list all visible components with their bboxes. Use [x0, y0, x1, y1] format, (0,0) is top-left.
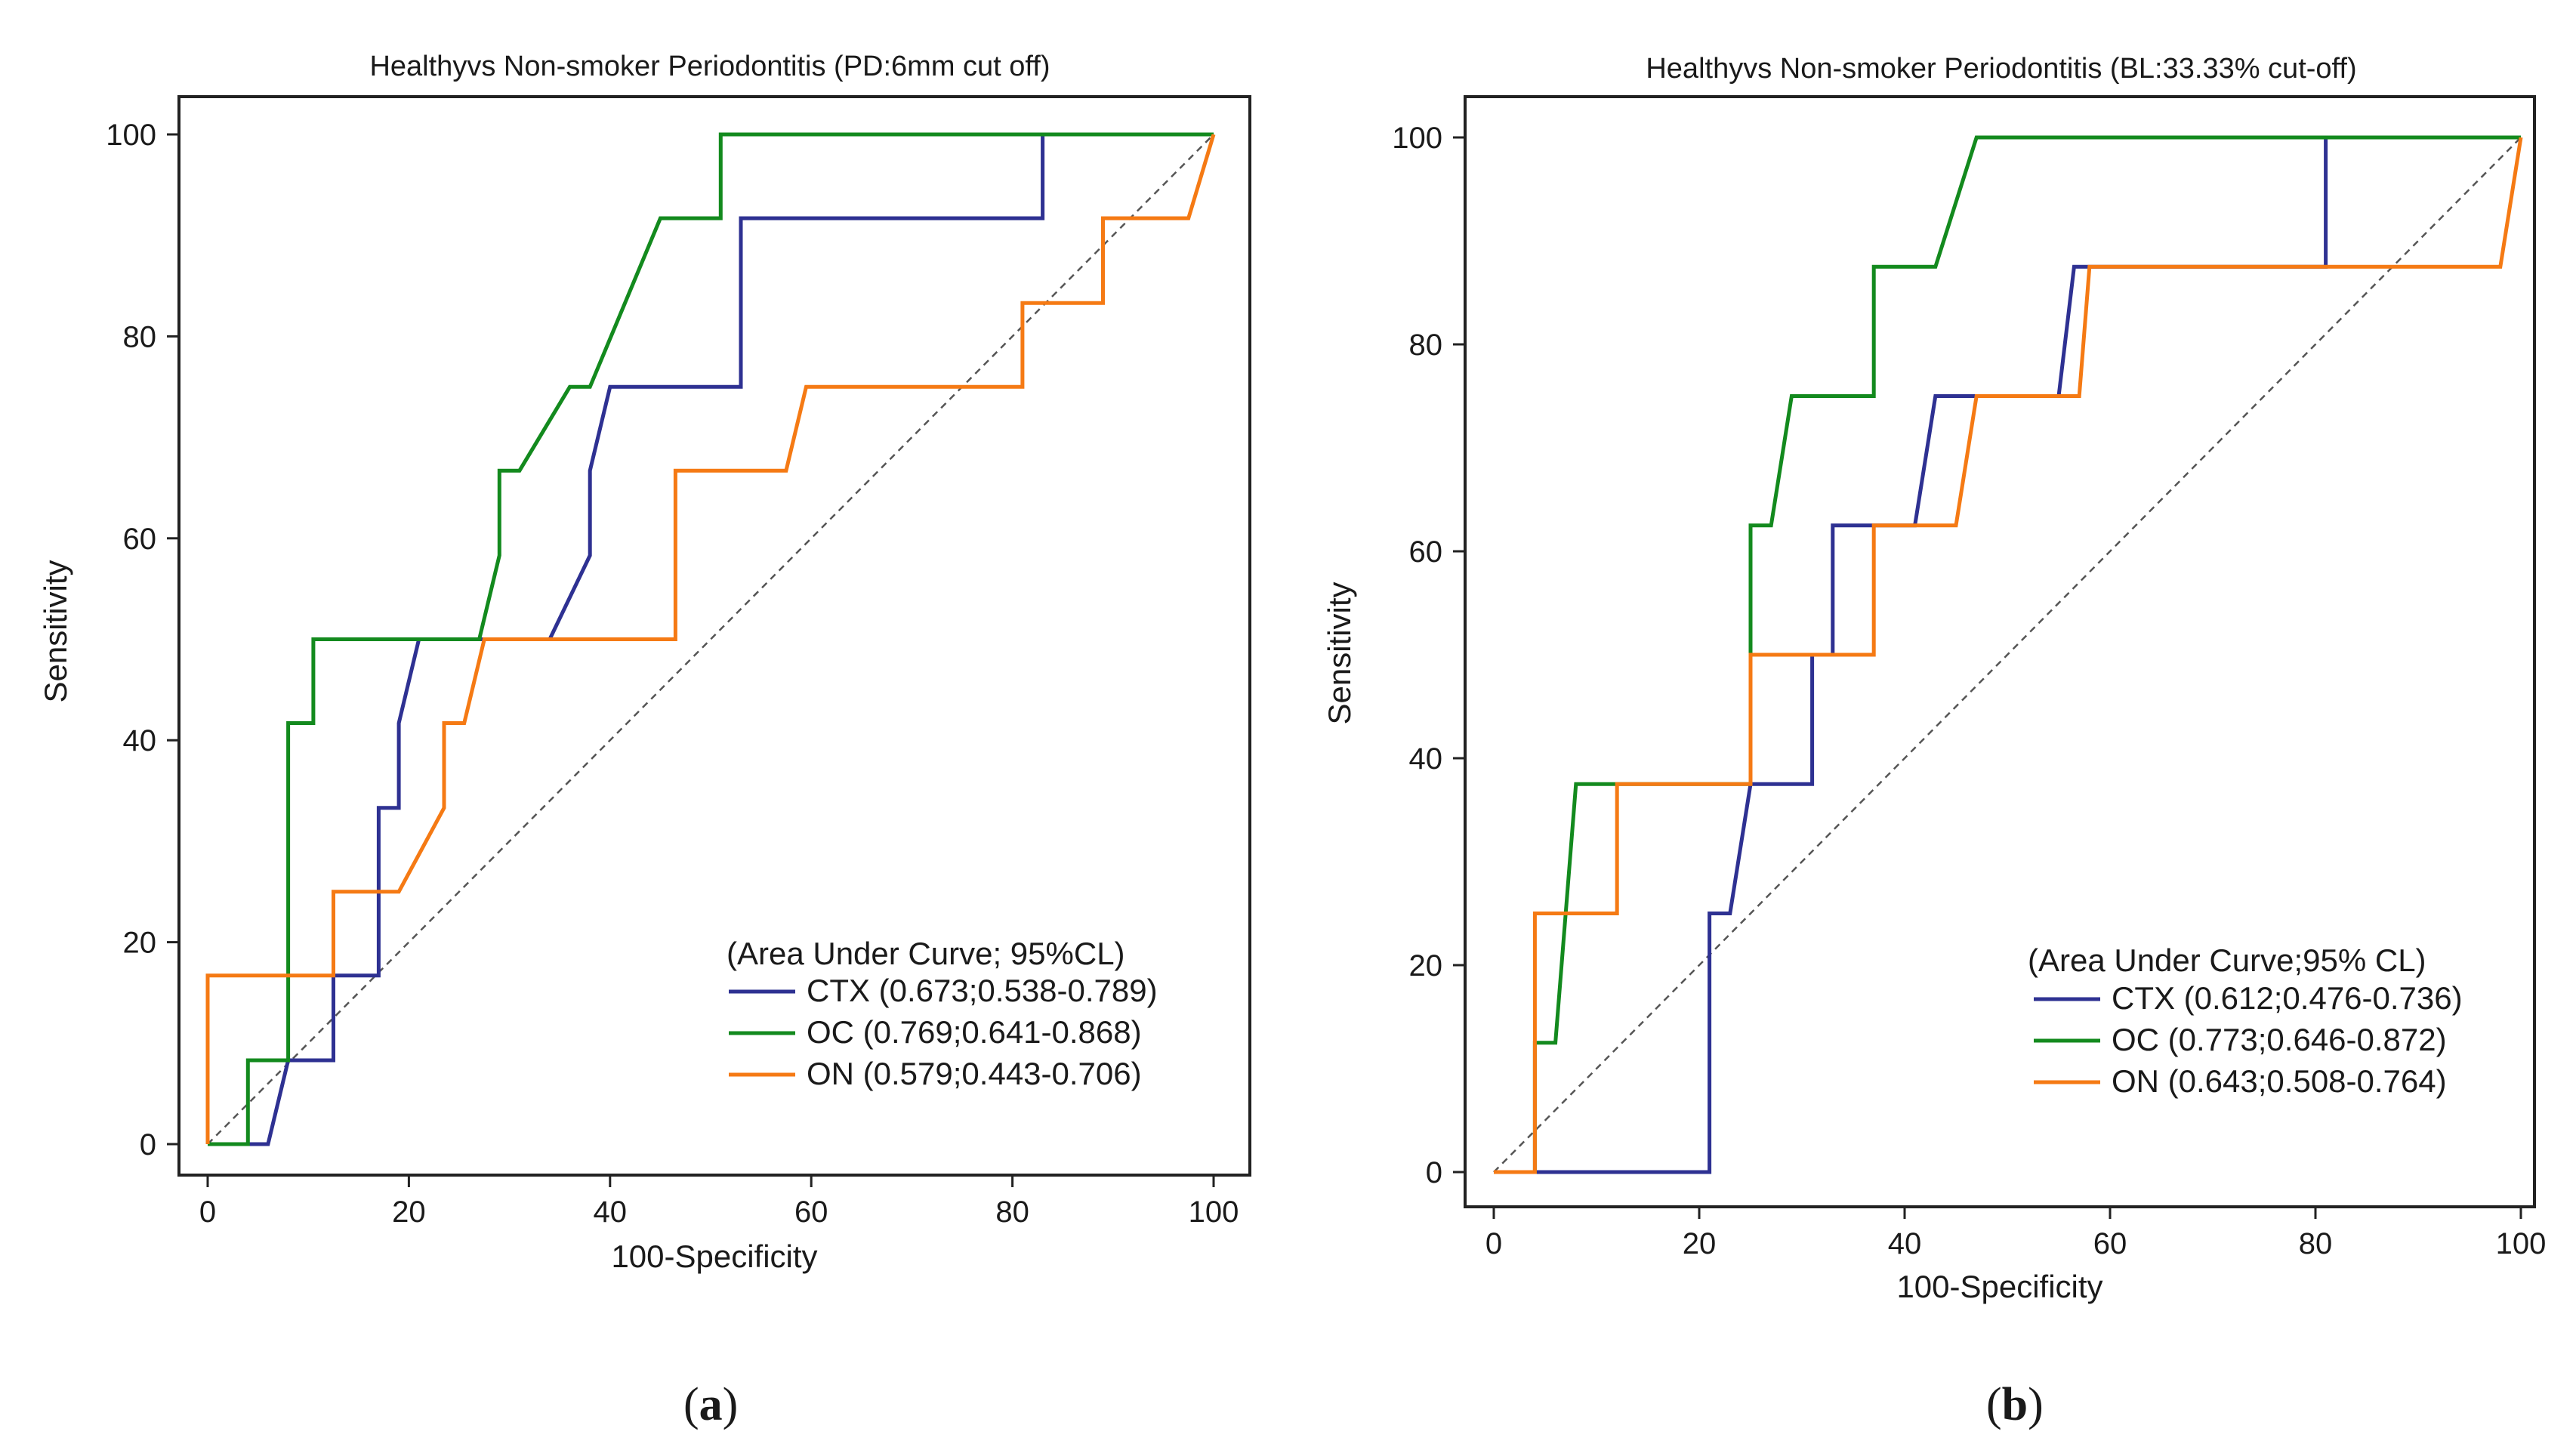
legend-entry-oc: OC (0.769;0.641-0.868)	[807, 1014, 1142, 1050]
chart-title: Healthyvs Non-smoker Periodontitis (BL:3…	[1646, 53, 2356, 85]
x-axis-label: 100-Specificity	[611, 1239, 817, 1274]
x-tick-label: 40	[1888, 1227, 1922, 1260]
y-tick-label: 100	[1392, 122, 1442, 155]
series-line-oc	[208, 132, 1214, 1146]
y-tick-label: 60	[1409, 535, 1443, 569]
y-tick-label: 60	[123, 523, 157, 556]
x-tick-label: 0	[1485, 1227, 1502, 1260]
y-tick-label: 20	[1409, 949, 1443, 983]
y-axis-label: Sensitivity	[38, 560, 73, 702]
x-tick-label: 80	[2299, 1227, 2333, 1260]
y-tick-label: 80	[1409, 329, 1443, 362]
legend-entry-ctx: CTX (0.673;0.538-0.789)	[807, 973, 1158, 1008]
legend-entry-oc: OC (0.773;0.646-0.872)	[2112, 1022, 2447, 1057]
x-axis-label: 100-Specificity	[1896, 1269, 2102, 1304]
series-line-oc	[1494, 135, 2521, 1174]
y-tick-label: 40	[123, 724, 157, 757]
y-tick-label: 80	[123, 320, 157, 353]
panel-label: (b)	[1986, 1379, 2044, 1430]
y-tick-label: 100	[106, 119, 156, 152]
y-axis-label: Sensitivity	[1322, 582, 1357, 724]
y-tick-label: 20	[123, 927, 157, 960]
x-tick-label: 100	[2496, 1227, 2547, 1260]
x-tick-label: 20	[1683, 1227, 1717, 1260]
legend-entry-ctx: CTX (0.612;0.476-0.736)	[2112, 980, 2463, 1016]
x-tick-label: 40	[594, 1195, 628, 1229]
x-tick-label: 60	[794, 1195, 828, 1229]
reference-diagonal-line	[1493, 137, 2522, 1173]
legend-title: (Area Under Curve;95% CL)	[2028, 942, 2426, 978]
panel-label: (a)	[683, 1379, 738, 1430]
x-tick-label: 100	[1189, 1195, 1239, 1229]
chart-panel-b: Healthyvs Non-smoker Periodontitis (BL:3…	[1322, 53, 2546, 1430]
plot-frame	[1464, 95, 2536, 1208]
x-tick-label: 20	[392, 1195, 426, 1229]
series-line-on	[1494, 137, 2523, 1174]
x-tick-label: 80	[995, 1195, 1029, 1229]
x-tick-label: 60	[2093, 1227, 2127, 1260]
legend-title: (Area Under Curve; 95%CL)	[727, 936, 1125, 971]
plot-frame	[177, 95, 1251, 1177]
x-tick-label: 0	[199, 1195, 216, 1229]
legend-entry-on: ON (0.579;0.443-0.706)	[807, 1056, 1142, 1091]
y-tick-label: 0	[1426, 1156, 1442, 1189]
y-tick-label: 0	[140, 1128, 156, 1161]
y-tick-label: 40	[1409, 742, 1443, 776]
chart-panel-a: Healthyvs Non-smoker Periodontitis (PD:6…	[38, 51, 1251, 1430]
legend-entry-on: ON (0.643;0.508-0.764)	[2112, 1063, 2447, 1099]
series-line-on	[205, 134, 1216, 1144]
chart-title: Healthyvs Non-smoker Periodontitis (PD:6…	[369, 51, 1050, 82]
